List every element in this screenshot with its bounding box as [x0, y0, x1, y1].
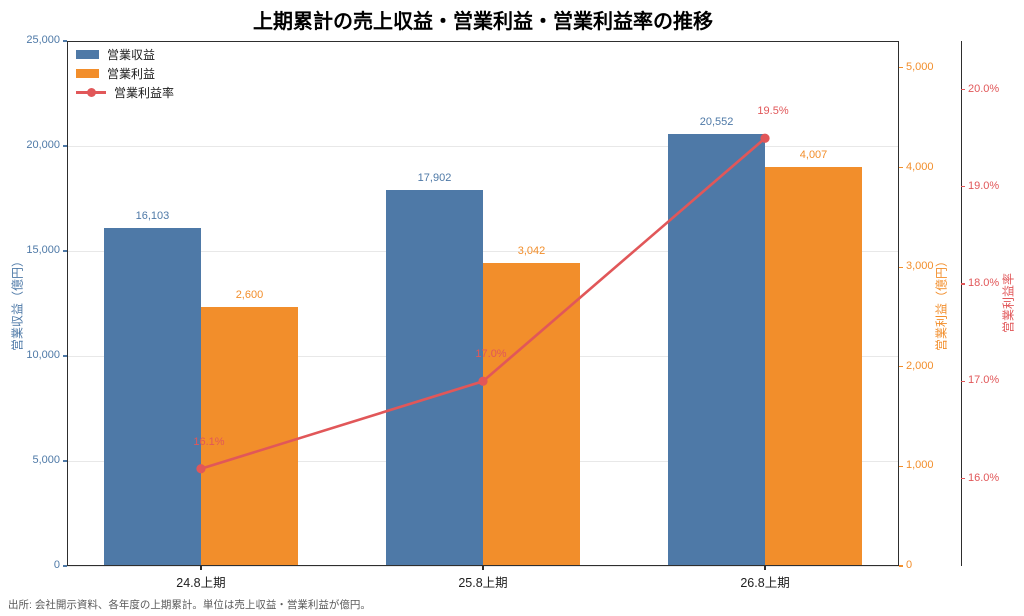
legend-line-marker — [86, 88, 96, 97]
left-axis-title: 営業収益（億円） — [10, 254, 25, 352]
profit-bar — [483, 262, 580, 566]
revenue-bar-label: 20,552 — [699, 116, 734, 129]
margin-point-label: 17.0% — [475, 348, 507, 361]
left-axis-tick-label: 15,000 — [26, 244, 60, 256]
grid-line — [67, 145, 899, 147]
profit-bar-label: 2,600 — [235, 288, 264, 301]
legend-swatch-revenue — [76, 50, 99, 59]
right-margin-axis-tick — [961, 380, 965, 382]
left-axis-tick-label: 25,000 — [26, 34, 60, 46]
left-axis-tick-label: 10,000 — [26, 349, 60, 361]
right-margin-axis-tick-label: 20.0% — [968, 82, 1000, 95]
right-margin-axis-tick — [961, 477, 965, 480]
profit-bar-label: 4,007 — [799, 148, 828, 161]
grid-line — [67, 40, 899, 42]
revenue-bar-label: 16,103 — [135, 209, 170, 222]
left-axis-tick-label: 0 — [53, 559, 60, 571]
right-margin-axis-tick-label: 18.0% — [968, 277, 1000, 290]
right-profit-axis-title: 営業利益（億円） — [934, 254, 949, 352]
revenue-bar — [668, 134, 766, 566]
left-axis-tick — [63, 250, 67, 252]
x-axis-tick — [764, 566, 766, 570]
left-axis-tick — [63, 355, 67, 357]
revenue-bar — [103, 227, 201, 566]
profit-bar — [765, 166, 863, 566]
right-margin-axis-tick-label: 19.0% — [968, 179, 1000, 192]
right-profit-axis-tick-label: 3,000 — [906, 260, 934, 273]
right-profit-axis-tick — [899, 465, 903, 467]
legend-swatch-profit — [76, 69, 99, 78]
chart-title: 上期累計の売上収益・営業利益・営業利益率の推移 — [253, 11, 713, 33]
right-profit-axis-tick — [899, 266, 903, 268]
left-axis-tick-label: 5,000 — [32, 454, 60, 466]
right-margin-axis-tick-label: 17.0% — [968, 374, 1000, 387]
left-axis-tick-label: 20,000 — [26, 139, 60, 151]
legend-item: 営業収益 — [76, 45, 174, 64]
margin-point-label: 16.1% — [193, 435, 225, 448]
right-profit-axis-tick-label: 1,000 — [906, 459, 934, 472]
legend-label: 営業利益 — [107, 67, 156, 81]
right-profit-axis-tick — [899, 67, 903, 69]
x-axis-tick-label: 25.8上期 — [458, 576, 508, 590]
left-axis-tick — [63, 565, 67, 567]
right-margin-axis-tick — [961, 89, 965, 91]
legend: 営業収益営業利益営業利益率 — [76, 45, 174, 102]
legend-item: 営業利益 — [76, 64, 174, 83]
revenue-bar-label: 17,902 — [417, 172, 452, 185]
right-margin-axis-tick — [961, 186, 965, 188]
x-axis-tick — [200, 566, 202, 570]
legend-label: 営業利益率 — [114, 86, 175, 100]
right-margin-axis-tick-label: 16.0% — [968, 471, 1000, 484]
right-profit-axis-tick — [899, 366, 903, 368]
right-profit-axis-tick-label: 0 — [906, 559, 913, 571]
x-axis-tick — [482, 566, 484, 570]
source-note: 出所: 会社開示資料、各年度の上期累計。単位は売上収益・営業利益が億円。 — [8, 599, 371, 611]
revenue-bar — [386, 190, 483, 566]
margin-axis-spine — [961, 41, 962, 566]
legend-item: 営業利益率 — [76, 83, 174, 102]
right-margin-axis-title: 営業利益率 — [1001, 272, 1016, 334]
margin-point-label: 19.5% — [757, 105, 789, 118]
x-axis-tick-label: 24.8上期 — [176, 576, 226, 590]
x-axis-tick-label: 26.8上期 — [740, 576, 790, 590]
right-profit-axis-tick-label: 4,000 — [906, 160, 934, 173]
legend-label: 営業収益 — [107, 48, 156, 62]
profit-bar-label: 3,042 — [517, 244, 546, 257]
left-axis-tick — [63, 145, 67, 147]
right-profit-axis-tick-label: 5,000 — [906, 60, 934, 73]
right-profit-axis-tick — [899, 565, 903, 567]
right-profit-axis-tick — [899, 166, 903, 169]
left-axis-tick — [63, 40, 67, 42]
right-profit-axis-tick-label: 2,000 — [906, 359, 934, 372]
left-axis-tick — [63, 460, 67, 462]
right-margin-axis-tick — [961, 283, 965, 285]
legend-swatch-margin — [76, 88, 106, 97]
